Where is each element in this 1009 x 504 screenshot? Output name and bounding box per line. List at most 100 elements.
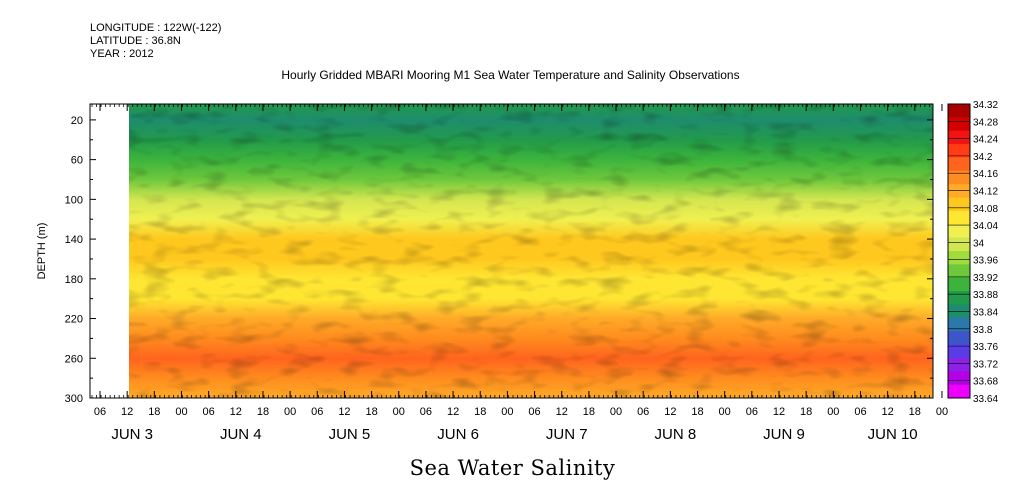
x-tick-label: 06: [528, 406, 540, 418]
x-tick-label: 00: [719, 406, 731, 418]
colorbar-swatch: [948, 210, 970, 225]
colorbar-swatch: [948, 197, 970, 212]
colorbar-label: 33.72: [973, 359, 998, 370]
x-tick-label: 00: [827, 406, 839, 418]
x-tick-label: 12: [882, 406, 894, 418]
y-tick-label: 220: [65, 314, 83, 326]
x-tick-label: 00: [175, 406, 187, 418]
x-tick-label: 00: [284, 406, 296, 418]
y-tick-label: 60: [71, 155, 83, 167]
x-tick-label: 18: [909, 406, 921, 418]
y-tick-label: 140: [65, 234, 83, 246]
colorbar-swatch: [948, 317, 970, 332]
colorbar-swatch: [948, 251, 970, 265]
colorbar-swatch: [948, 344, 970, 359]
x-tick-label: 18: [257, 406, 269, 418]
salinity-field: [129, 104, 933, 398]
y-tick-label: 20: [71, 115, 83, 127]
x-tick-label: 00: [610, 406, 622, 418]
y-tick-label: 260: [65, 353, 83, 365]
chart-title: Hourly Gridded MBARI Mooring M1 Sea Wate…: [281, 68, 740, 82]
x-tick-label: 06: [203, 406, 215, 418]
y-axis-label: DEPTH (m): [36, 223, 48, 280]
colorbar-label: 34.2: [973, 152, 993, 163]
x-tick-label: 00: [393, 406, 405, 418]
x-tick-label: 18: [365, 406, 377, 418]
colorbar-label: 34: [973, 238, 985, 249]
chart-title-container: Hourly Gridded MBARI Mooring M1 Sea Wate…: [0, 68, 1009, 82]
colorbar-label: 33.8: [973, 325, 993, 336]
colorbar-swatch: [948, 357, 970, 372]
x-tick-label: 12: [230, 406, 242, 418]
salinity-variation: [129, 104, 933, 398]
colorbar-label: 33.64: [973, 394, 998, 405]
x-tick-label: 18: [583, 406, 595, 418]
x-tick-label: 12: [338, 406, 350, 418]
colorbar-label: 34.04: [973, 221, 998, 232]
colorbar-label: 33.92: [973, 273, 998, 284]
colorbar-swatch: [948, 384, 970, 399]
colorbar-label: 34.32: [973, 100, 998, 111]
x-day-label: JUN 3: [111, 426, 153, 443]
colorbar-swatch: [948, 371, 970, 386]
x-axis-label-container: Sea Water Salinity: [0, 456, 1009, 480]
colorbar-swatch: [948, 331, 970, 346]
x-tick-label: 18: [800, 406, 812, 418]
colorbar-swatch: [948, 291, 970, 305]
x-tick-label: 18: [148, 406, 160, 418]
x-day-label: JUN 5: [329, 426, 371, 443]
location-info: LONGITUDE : 122W(-122) LATITUDE : 36.8N …: [90, 22, 221, 61]
colorbar-label: 34.16: [973, 169, 998, 180]
x-day-label: JUN 8: [655, 426, 697, 443]
x-tick-label: 06: [854, 406, 866, 418]
y-tick-label: 180: [65, 274, 83, 286]
x-tick-label: 12: [447, 406, 459, 418]
x-day-label: JUN 7: [546, 426, 588, 443]
colorbar-label: 33.68: [973, 377, 998, 388]
colorbar-label: 33.84: [973, 308, 998, 319]
colorbar-swatch: [948, 277, 970, 292]
latitude-label: LATITUDE : 36.8N: [90, 35, 181, 47]
x-day-label: JUN 4: [220, 426, 262, 443]
colorbar-label: 34.24: [973, 135, 998, 146]
colorbar-label: 33.96: [973, 256, 998, 267]
x-day-label: JUN 6: [437, 426, 479, 443]
colorbar-label: 34.28: [973, 117, 998, 128]
year-label: YEAR : 2012: [90, 48, 154, 60]
colorbar-swatch: [948, 170, 970, 185]
colorbar-swatch: [948, 237, 970, 252]
x-tick-label: 06: [637, 406, 649, 418]
colorbar-label: 34.12: [973, 186, 998, 197]
colorbar-swatch: [948, 157, 970, 172]
x-tick-label: 06: [746, 406, 758, 418]
x-axis-label: Sea Water Salinity: [409, 456, 616, 480]
colorbar-label: 33.76: [973, 342, 998, 353]
longitude-label: LONGITUDE : 122W(-122): [90, 22, 222, 34]
y-tick-label: 300: [65, 393, 83, 405]
y-tick-label: 100: [65, 194, 83, 206]
colorbar-swatch: [948, 117, 970, 132]
x-tick-label: 18: [474, 406, 486, 418]
x-tick-label: 12: [121, 406, 133, 418]
x-tick-label: 12: [773, 406, 785, 418]
colorbar-swatch: [948, 184, 970, 199]
plot-frame: [89, 103, 934, 399]
x-tick-label: 12: [556, 406, 568, 418]
x-day-label: JUN 9: [763, 426, 805, 443]
x-tick-label: 06: [311, 406, 323, 418]
x-tick-label: 12: [664, 406, 676, 418]
colorbar-swatch: [948, 224, 970, 239]
colorbar-swatch: [948, 130, 970, 145]
x-day-label: JUN 10: [868, 426, 918, 443]
x-tick-label: 06: [420, 406, 432, 418]
x-tick-label: 06: [94, 406, 106, 418]
colorbar-swatch: [948, 104, 970, 118]
colorbar-label: 34.08: [973, 204, 998, 215]
x-tick-label: 00: [936, 406, 948, 418]
colorbar-label: 33.88: [973, 290, 998, 301]
x-tick-label: 00: [501, 406, 513, 418]
x-tick-label: 18: [691, 406, 703, 418]
colorbar-swatch: [948, 264, 970, 279]
colorbar-swatch: [948, 144, 970, 158]
